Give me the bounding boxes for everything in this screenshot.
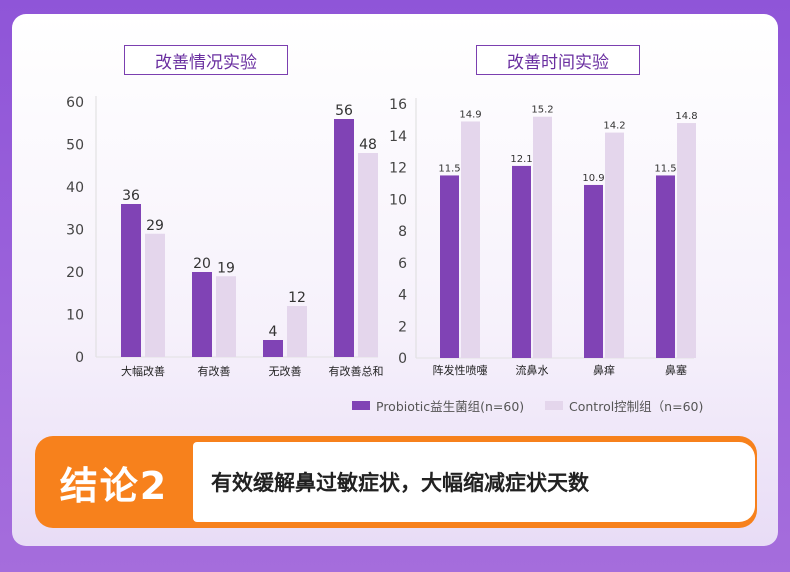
chart-1-bar-control — [145, 233, 165, 357]
legend-control: Control控制组（n=60) — [545, 396, 703, 415]
chart-1-y-tick-label: 10 — [66, 308, 84, 324]
chart-1-data-label: 36 — [122, 188, 140, 204]
chart-1-data-label: 20 — [193, 256, 211, 272]
chart-1-data-label: 4 — [269, 324, 278, 340]
chart-1-y-tick-label: 60 — [66, 95, 84, 111]
chart-2-category-label: 阵发性喷嚏 — [433, 363, 488, 377]
chart-2-y-tick-label: 2 — [398, 319, 407, 335]
chart-2-data-label: 14.8 — [675, 111, 697, 122]
chart-2-bar-probiotic — [440, 175, 459, 358]
chart-1-data-label: 48 — [359, 137, 377, 153]
legend-probiotic-swatch — [352, 401, 370, 410]
chart-2-category-label: 鼻痒 — [593, 363, 615, 377]
chart-2-y-tick-label: 12 — [389, 161, 407, 177]
chart-1-bar-probiotic — [263, 340, 283, 357]
chart-2-data-label: 12.1 — [510, 154, 532, 165]
conclusion-text: 有效缓解鼻过敏症状，大幅缩减症状天数 — [193, 442, 755, 522]
chart-2-y-tick-label: 10 — [389, 192, 407, 208]
chart-2-y-tick-label: 4 — [398, 288, 407, 304]
chart-1-category-label: 有改善总和 — [329, 364, 384, 378]
chart-2-bar-probiotic — [584, 184, 603, 358]
chart-2-y-tick-label: 6 — [398, 256, 407, 272]
chart-2-category-label: 流鼻水 — [516, 363, 549, 377]
chart-1-category-label: 大幅改善 — [121, 364, 165, 378]
chart-1-bar-control — [216, 276, 236, 357]
chart-1-data-label: 56 — [335, 103, 353, 119]
chart-1-data-label: 29 — [146, 218, 164, 234]
chart-1-bar-control — [287, 306, 307, 357]
chart-1-bar-control — [358, 153, 378, 357]
chart-2-bar-control — [605, 132, 624, 358]
conclusion-tag: 结论2 — [59, 463, 169, 508]
chart-2-bar-control — [677, 123, 696, 358]
chart-2-data-label: 14.9 — [459, 109, 481, 120]
chart-2-title: 改善时间实验 — [476, 45, 640, 75]
chart-2-y-tick-label: 8 — [398, 224, 407, 240]
chart-2-data-label: 14.2 — [603, 121, 625, 132]
legend-control-label: Control控制组（n=60) — [569, 399, 704, 414]
chart-2-category-label: 鼻塞 — [665, 363, 687, 377]
chart-1-bar-probiotic — [334, 119, 354, 357]
legend-probiotic: Probiotic益生菌组(n=60) — [352, 396, 524, 415]
chart-2-data-label: 11.5 — [438, 163, 460, 174]
legend-control-swatch — [545, 401, 563, 410]
chart-2-y-tick-label: 16 — [389, 97, 407, 113]
chart-2-bar-probiotic — [512, 165, 531, 358]
legend-probiotic-label: Probiotic益生菌组(n=60) — [376, 399, 525, 414]
chart-1-category-label: 无改善 — [269, 364, 302, 378]
conclusion-banner: 结论2 有效缓解鼻过敏症状，大幅缩减症状天数 — [35, 436, 757, 528]
chart-1-y-tick-label: 30 — [66, 223, 84, 239]
chart-1-y-tick-label: 20 — [66, 265, 84, 281]
chart-2-y-tick-label: 14 — [389, 129, 407, 145]
chart-1-category-label: 有改善 — [198, 364, 231, 378]
chart-2-data-label: 11.5 — [654, 163, 676, 174]
chart-1-y-tick-label: 0 — [75, 350, 84, 366]
chart-1-data-label: 12 — [288, 290, 306, 306]
chart-2-bar-control — [461, 121, 480, 359]
chart-2-y-tick-label: 0 — [398, 351, 407, 367]
chart-1-bar-probiotic — [121, 204, 141, 357]
chart-1-y-tick-label: 50 — [66, 138, 84, 154]
chart-2-data-label: 10.9 — [582, 173, 604, 184]
chart-2-bar-probiotic — [656, 175, 675, 358]
chart-1-data-label: 19 — [217, 260, 235, 276]
chart-1-bar-probiotic — [192, 272, 212, 357]
chart-2-data-label: 15.2 — [531, 105, 553, 116]
chart-1-title: 改善情况实验 — [124, 45, 288, 75]
chart-1-y-tick-label: 40 — [66, 180, 84, 196]
chart-2-bar-control — [533, 116, 552, 358]
